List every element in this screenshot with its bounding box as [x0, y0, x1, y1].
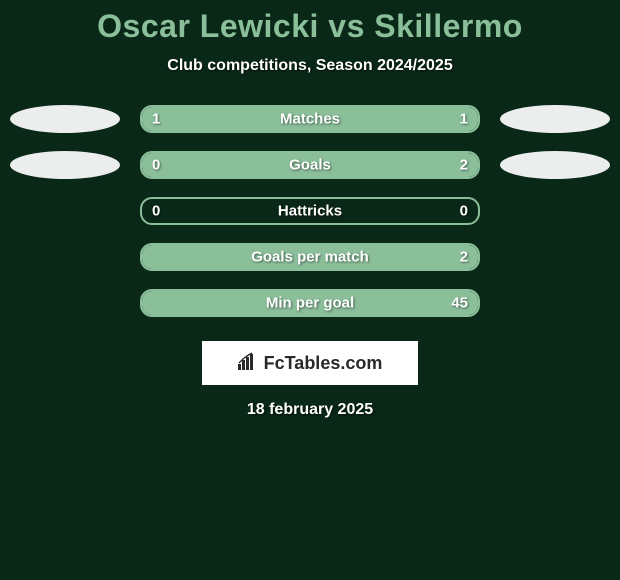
ellipse-spacer	[500, 289, 610, 317]
stat-row: 1 1 Matches	[0, 105, 620, 133]
logo-label: FcTables.com	[264, 353, 383, 374]
value-right: 1	[460, 111, 468, 128]
stat-bar: 1 1 Matches	[140, 105, 480, 133]
ellipse-spacer	[10, 289, 120, 317]
bar-fill-left	[142, 245, 243, 269]
stat-bar: 45 Min per goal	[140, 289, 480, 317]
stat-rows: 1 1 Matches 0 2 Goals 0 0 Hattricks 2 Goals per ma…	[0, 105, 620, 317]
bars-icon	[238, 352, 260, 375]
comparison-container: Oscar Lewicki vs Skillermo Club competit…	[0, 0, 620, 419]
bar-fill-right	[202, 153, 478, 177]
ellipse-spacer	[500, 243, 610, 271]
stat-label: Matches	[280, 111, 340, 128]
player-ellipse-left	[10, 151, 120, 179]
stat-bar: 0 2 Goals	[140, 151, 480, 179]
value-right: 2	[460, 249, 468, 266]
player-ellipse-right	[500, 105, 610, 133]
stat-label: Hattricks	[278, 203, 342, 220]
value-left: 1	[152, 111, 160, 128]
stat-row: 0 2 Goals	[0, 151, 620, 179]
stat-bar: 2 Goals per match	[140, 243, 480, 271]
ellipse-spacer	[500, 197, 610, 225]
value-right: 2	[460, 157, 468, 174]
stat-row: 2 Goals per match	[0, 243, 620, 271]
ellipse-spacer	[10, 197, 120, 225]
stat-label: Goals per match	[251, 249, 369, 266]
value-right: 45	[451, 295, 468, 312]
stat-label: Min per goal	[266, 295, 354, 312]
logo-text: FcTables.com	[238, 352, 383, 375]
value-right: 0	[460, 203, 468, 220]
stat-row: 45 Min per goal	[0, 289, 620, 317]
stat-row: 0 0 Hattricks	[0, 197, 620, 225]
bar-fill-left	[142, 291, 276, 315]
subtitle: Club competitions, Season 2024/2025	[0, 57, 620, 75]
page-title: Oscar Lewicki vs Skillermo	[0, 8, 620, 45]
date-text: 18 february 2025	[0, 401, 620, 419]
ellipse-spacer	[10, 243, 120, 271]
stat-bar: 0 0 Hattricks	[140, 197, 480, 225]
player-ellipse-left	[10, 105, 120, 133]
logo-box: FcTables.com	[202, 341, 418, 385]
value-left: 0	[152, 157, 160, 174]
value-left: 0	[152, 203, 160, 220]
stat-label: Goals	[289, 157, 331, 174]
player-ellipse-right	[500, 151, 610, 179]
